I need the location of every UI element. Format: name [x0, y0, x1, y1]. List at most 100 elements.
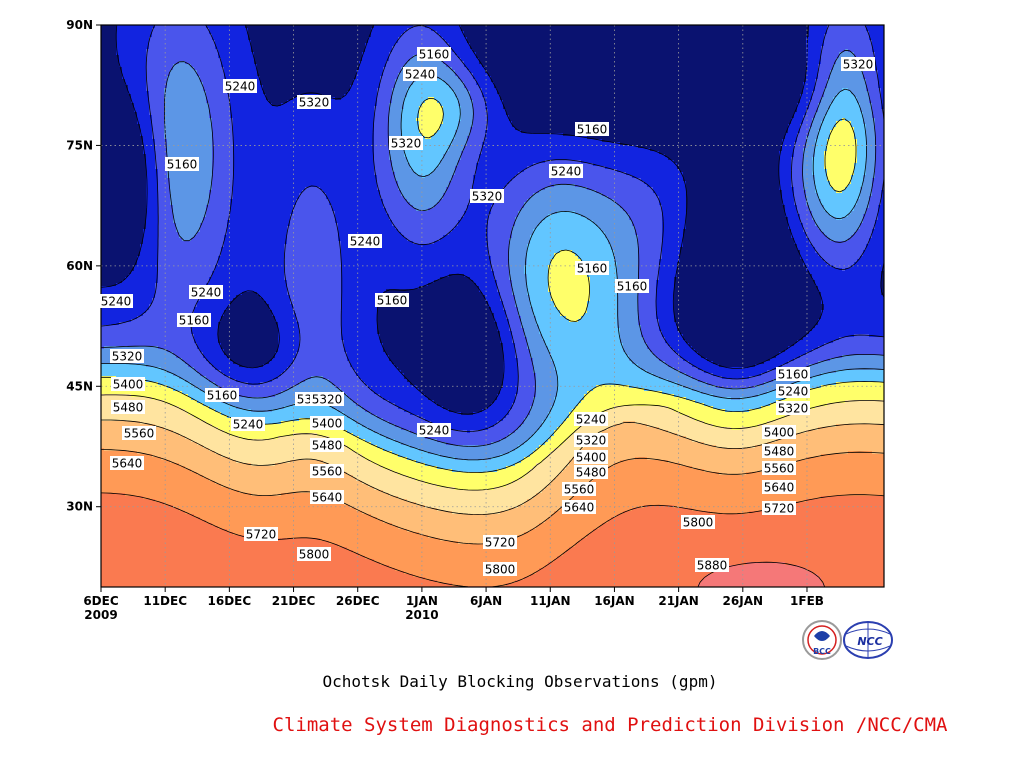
contour-band-cell [341, 277, 441, 281]
contour-band-cell [101, 424, 156, 428]
contour-band-cell [794, 412, 884, 416]
contour-band-cell [806, 55, 822, 59]
contour-band-cell [662, 238, 684, 242]
grid-lines [101, 25, 884, 587]
contour-band-cell [125, 82, 147, 86]
contour-band-cell [401, 130, 420, 134]
contour-band-cell [812, 163, 825, 167]
contour-band-cell [545, 343, 624, 347]
contour-band-cell [446, 40, 468, 44]
contour-band-cell [146, 61, 180, 65]
contour-band-cell [578, 451, 849, 455]
contour-band-cell [617, 271, 639, 275]
contour-band-cell [692, 439, 777, 443]
contour-band-cell [824, 163, 855, 167]
contour-band-cell [791, 172, 804, 176]
contour-band-cell [701, 355, 777, 359]
contour-band-cell [824, 115, 864, 119]
contour-band-cell [395, 175, 423, 179]
contour-label-box [549, 164, 583, 178]
contour-band-cell [524, 334, 543, 338]
contour-label: 5720 [483, 535, 517, 550]
contour-band-cell [659, 322, 678, 326]
contour-band-cell [662, 244, 684, 248]
contour-band-cell [182, 358, 207, 362]
contour-band-cell [155, 286, 207, 290]
contour-band-cell [488, 73, 807, 77]
contour-band-cell [803, 115, 816, 119]
contour-band-cell [347, 358, 390, 362]
contour-band-cell [248, 31, 372, 35]
contour-band-cell [440, 424, 495, 428]
contour-band-cell [101, 559, 375, 563]
contour-band-cell [101, 112, 138, 116]
contour-band-cell [797, 244, 813, 248]
contour-band-cell [779, 172, 792, 176]
contour-band-cell [659, 268, 678, 272]
contour-band-cell [821, 49, 846, 53]
contour-band-cell [173, 220, 204, 224]
contour-band-cell [230, 109, 375, 113]
contour-band-cell [179, 463, 252, 467]
contour-label-text: 5240 [191, 286, 222, 300]
contour-band-cell [518, 214, 549, 218]
contour-band-cell [290, 460, 324, 464]
contour-band-cell [587, 187, 654, 191]
contour-band-cell [818, 73, 831, 77]
contour-band-cell [341, 265, 492, 269]
contour-band-cell [506, 112, 795, 116]
contour-band-cell [158, 241, 225, 245]
contour-band-cell [236, 295, 261, 299]
contour-band-cell [686, 397, 732, 401]
contour-band-cell [770, 358, 795, 362]
contour-label-text: 5160 [207, 389, 238, 403]
contour-band-cell [362, 379, 408, 383]
contour-band-cell [419, 415, 507, 419]
contour-band-cell [488, 235, 513, 239]
contour-label-box [762, 501, 796, 515]
contour-band-cell [806, 67, 819, 71]
contour-band-cell [881, 280, 884, 284]
contour-band-cell [224, 244, 285, 248]
contour-band-cell [875, 151, 884, 155]
contour-band-cell [854, 205, 870, 209]
contour-band-cell [809, 100, 822, 104]
contour-band-cell [875, 145, 884, 149]
contour-band-cell [452, 49, 474, 53]
contour-band-cell [716, 445, 756, 449]
contour-band-cell [206, 94, 231, 98]
contour-band-cell [557, 556, 884, 560]
contour-band-cell [425, 100, 438, 104]
contour-band-cell [155, 289, 204, 293]
contour-band-cell [389, 565, 546, 569]
contour-band-cell [662, 214, 687, 218]
contour-band-cell [500, 439, 528, 443]
contour-band-cell [380, 298, 486, 302]
contour-band-cell [836, 382, 884, 386]
contour-band-cell [101, 571, 405, 575]
contour-band-cell [491, 205, 525, 209]
contour-band-cell [149, 37, 213, 41]
contour-label-box [297, 547, 331, 561]
contour-band-cell [476, 169, 525, 173]
contour-band-cell [224, 388, 288, 392]
contour-band-cell [170, 403, 204, 407]
contour-band-cell [458, 97, 471, 101]
contour-band-cell [740, 397, 786, 401]
contour-band-cell [374, 142, 390, 146]
contour-band-cell [863, 112, 873, 116]
contour-band-cell [284, 256, 342, 260]
contour-band-cell [101, 55, 120, 59]
contour-band-cell [200, 226, 228, 230]
contour-band-cell [104, 448, 210, 452]
contour-band-cell [101, 568, 396, 572]
contour-band-cell [707, 382, 765, 386]
contour-label: 5720 [762, 501, 796, 516]
contour-band-cell [449, 232, 489, 236]
contour-band-cell [692, 376, 723, 380]
contour-band-cell [485, 106, 504, 110]
contour-band-cell [809, 106, 819, 110]
contour-label-box [297, 95, 331, 109]
contour-band-cell [524, 502, 567, 506]
contour-band-cell [353, 79, 381, 83]
